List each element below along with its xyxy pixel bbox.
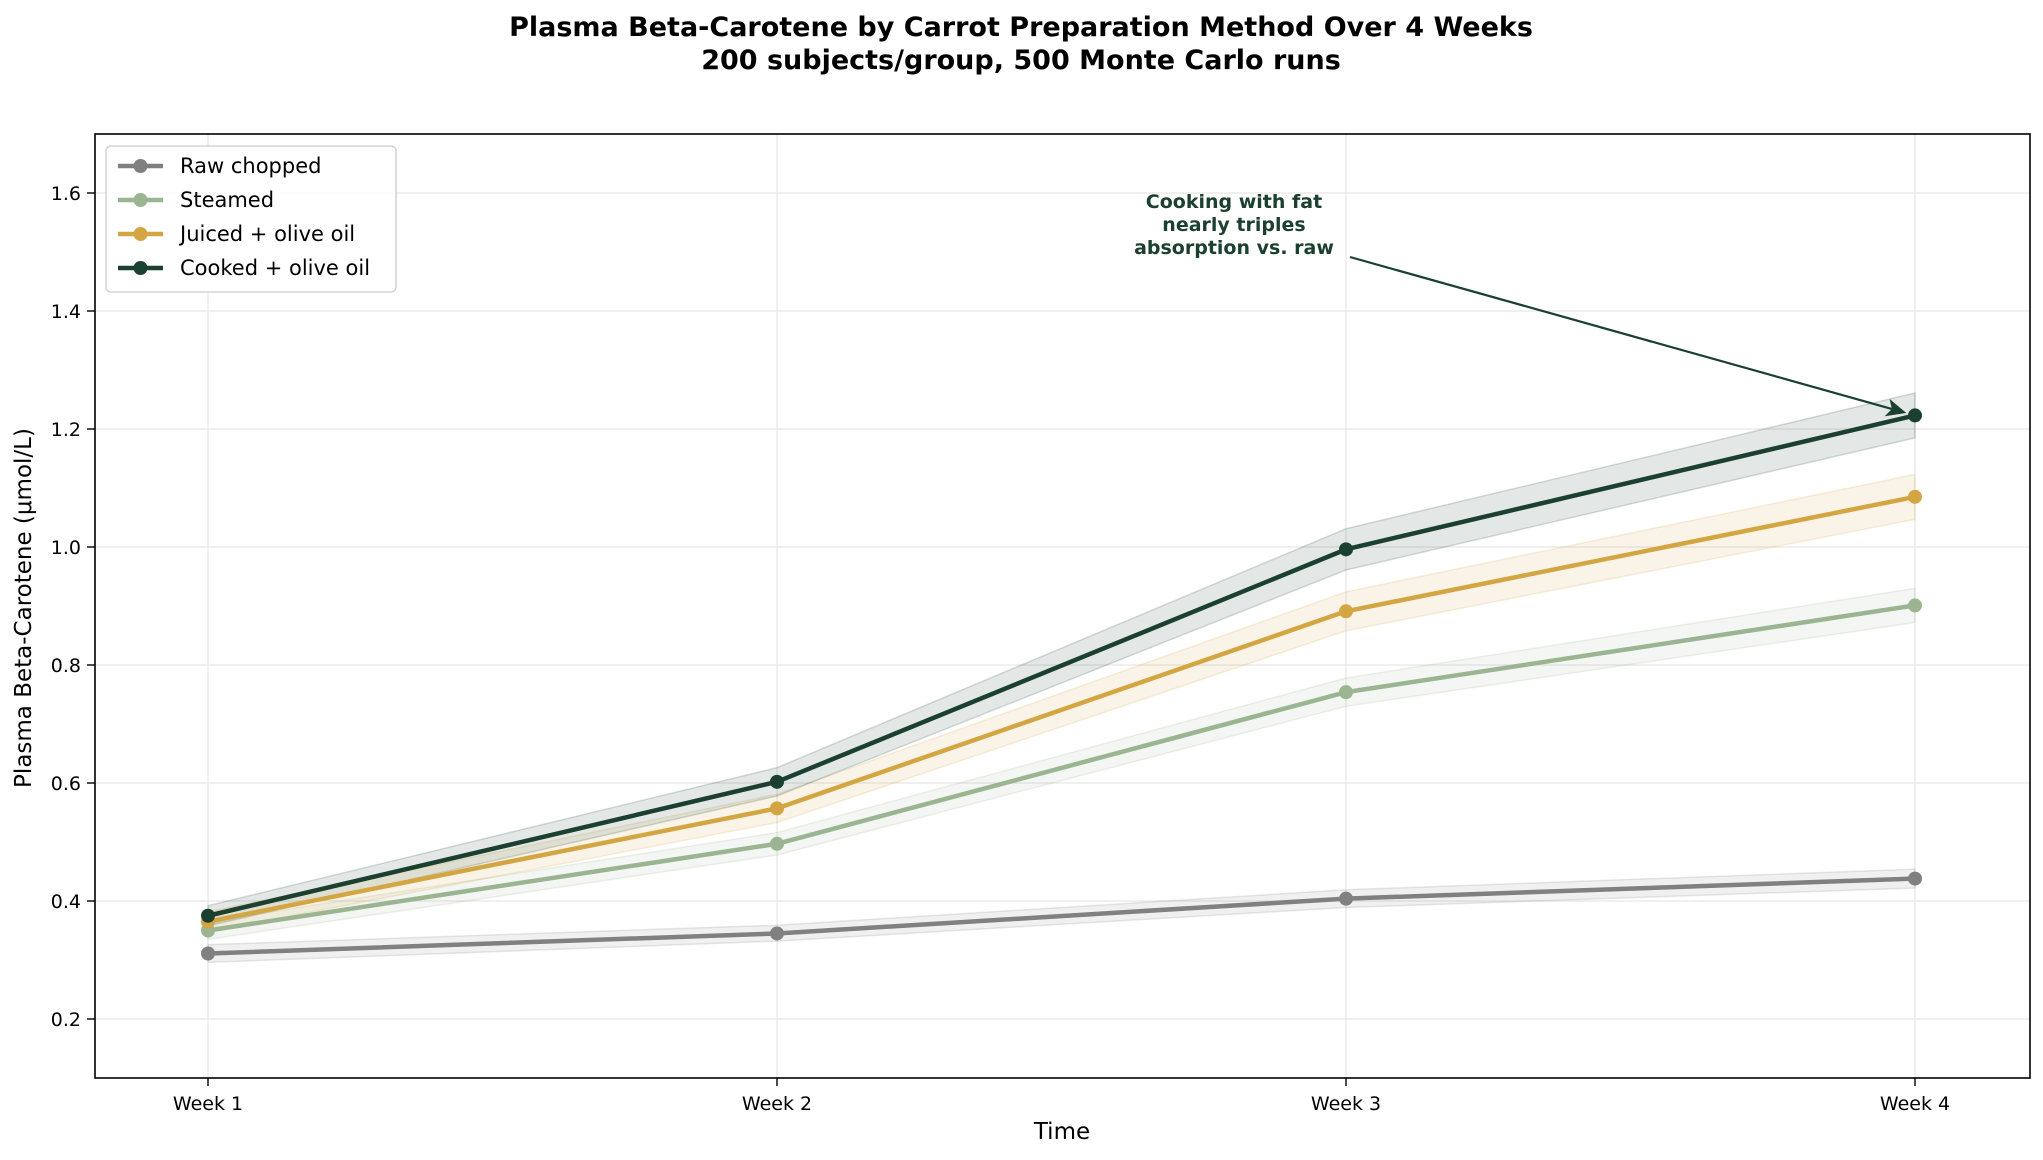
y-tick-label: 1.0 bbox=[51, 537, 81, 559]
grid-layer bbox=[95, 134, 2030, 1078]
y-tick-label: 1.2 bbox=[51, 419, 81, 441]
series-lines bbox=[205, 413, 1918, 956]
y-tick-label: 0.2 bbox=[51, 1009, 81, 1031]
legend-marker-raw bbox=[133, 159, 148, 173]
x-tick-label: Week 3 bbox=[1311, 1093, 1381, 1115]
point-raw bbox=[201, 946, 215, 961]
legend-label-raw: Raw chopped bbox=[180, 154, 321, 178]
y-tick-label: 0.4 bbox=[51, 891, 81, 913]
point-steamed bbox=[1339, 685, 1353, 700]
point-raw bbox=[1908, 871, 1922, 886]
chart-title-line1: Plasma Beta-Carotene by Carrot Preparati… bbox=[509, 12, 1533, 43]
legend-label-juiced: Juiced + olive oil bbox=[178, 222, 355, 246]
confidence-bands bbox=[207, 392, 1916, 964]
point-juiced bbox=[770, 801, 784, 816]
legend: Raw chopped Steamed Juiced + olive oil Cook… bbox=[105, 145, 397, 293]
line-cooked bbox=[205, 413, 1918, 918]
point-cooked bbox=[770, 774, 784, 789]
annotation-text-line2: nearly triples bbox=[1162, 214, 1305, 236]
band-juiced bbox=[207, 473, 1916, 933]
point-cooked bbox=[201, 908, 215, 923]
point-steamed bbox=[1908, 598, 1922, 613]
annotation-text-line1: Cooking with fat bbox=[1146, 191, 1322, 213]
line-juiced bbox=[205, 494, 1918, 924]
point-cooked bbox=[1339, 542, 1353, 557]
point-raw bbox=[770, 926, 784, 941]
y-tick-label: 0.6 bbox=[51, 773, 81, 795]
line-steamed bbox=[205, 603, 1918, 933]
legend-marker-juiced bbox=[133, 227, 148, 241]
legend-marker-steamed bbox=[133, 193, 148, 207]
point-juiced bbox=[1908, 489, 1922, 504]
annotation-text-line3: absorption vs. raw bbox=[1134, 237, 1334, 259]
x-tick-label: Week 2 bbox=[742, 1093, 812, 1115]
series-points bbox=[201, 408, 1922, 961]
annotation-arrow bbox=[1349, 255, 1901, 413]
legend-label-cooked: Cooked + olive oil bbox=[180, 256, 370, 280]
annotation-arrowhead bbox=[1884, 398, 1907, 417]
x-axis-label: Time bbox=[1033, 1119, 1090, 1145]
point-raw bbox=[1339, 891, 1353, 906]
legend-label-steamed: Steamed bbox=[180, 188, 274, 212]
y-tick-label: 1.4 bbox=[51, 301, 81, 323]
x-tick-label: Week 4 bbox=[1880, 1093, 1950, 1115]
y-axis-ticks: 0.2 0.4 0.6 0.8 1.0 1.2 1.4 1.6 bbox=[51, 183, 95, 1031]
point-steamed bbox=[770, 836, 784, 851]
point-juiced bbox=[1339, 604, 1353, 619]
legend-marker-cooked bbox=[133, 261, 148, 275]
y-tick-label: 1.6 bbox=[51, 183, 81, 205]
x-axis-ticks: Week 1 Week 2 Week 3 Week 4 bbox=[173, 1078, 1950, 1115]
point-cooked bbox=[1908, 408, 1922, 423]
line-raw bbox=[205, 876, 1918, 956]
band-steamed bbox=[207, 587, 1916, 941]
y-axis-label: Plasma Beta-Carotene (μmol/L) bbox=[11, 428, 37, 788]
annotation: Cooking with fat nearly triples absorpti… bbox=[1134, 191, 1907, 417]
legend-box bbox=[105, 145, 397, 293]
chart-title-line2: 200 subjects/group, 500 Monte Carlo runs bbox=[701, 45, 1341, 76]
plot-frame bbox=[94, 133, 2031, 1079]
x-tick-label: Week 1 bbox=[173, 1093, 243, 1115]
y-tick-label: 0.8 bbox=[51, 655, 81, 677]
